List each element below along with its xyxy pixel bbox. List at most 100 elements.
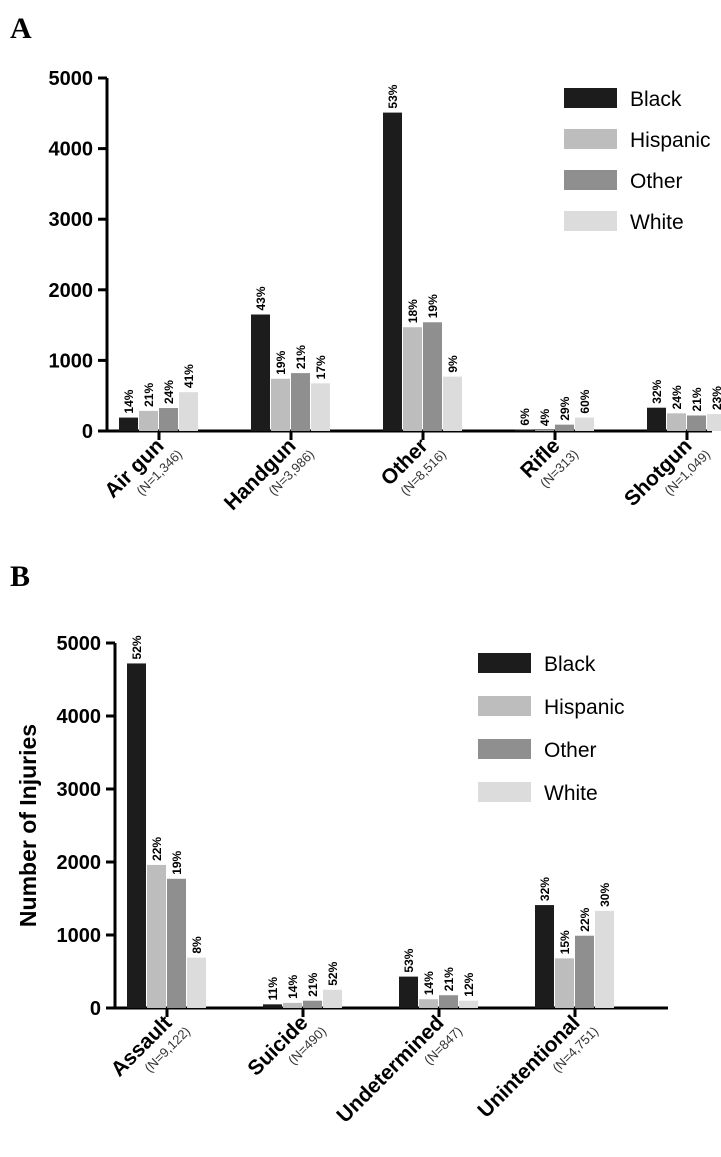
data-label: 4% <box>538 408 552 426</box>
bar-hispanic <box>419 999 438 1008</box>
data-label: 41% <box>182 364 196 388</box>
legend-label: Black <box>544 653 596 676</box>
legend-swatch-hispanic <box>478 696 531 716</box>
data-label: 24% <box>162 380 176 404</box>
legend-label: Other <box>544 739 597 762</box>
data-label: 6% <box>518 408 532 426</box>
bar-other <box>167 878 186 1008</box>
data-label: 21% <box>306 972 320 996</box>
data-label: 29% <box>558 396 572 420</box>
data-label: 53% <box>386 84 400 108</box>
category-label: Undetermined <box>332 1011 448 1127</box>
bar-other <box>575 935 594 1008</box>
data-label: 60% <box>578 389 592 413</box>
y-tick-label: 5000 <box>49 68 94 90</box>
data-label: 14% <box>122 389 136 413</box>
legend-swatch-other <box>564 170 617 190</box>
bar-black <box>383 112 402 432</box>
bar-black <box>263 1004 282 1008</box>
chart-panel-b: 0 1000 2000 3000 4000 5000 Number of Injuries 5… <box>15 633 668 1127</box>
data-label: 12% <box>462 972 476 996</box>
bar-black <box>127 663 146 1008</box>
bar-other <box>159 408 178 431</box>
bar-other <box>439 995 458 1008</box>
bar-white <box>575 417 594 431</box>
panel-letter-b: B <box>10 560 30 593</box>
y-axis-label: Number of Injuries <box>15 724 41 927</box>
y-tick-label: 2000 <box>57 852 102 874</box>
legend-label: White <box>544 782 598 805</box>
data-label: 18% <box>406 299 420 323</box>
legend-label: White <box>630 211 684 234</box>
legend-swatch-white <box>564 211 617 231</box>
data-label: 19% <box>274 350 288 374</box>
legend-swatch-black <box>478 653 531 673</box>
legend-swatch-hispanic <box>564 129 617 149</box>
data-label: 19% <box>170 850 184 874</box>
panel-letter-a: A <box>10 12 32 45</box>
y-tick-label: 1000 <box>57 925 102 947</box>
y-tick-label: 4000 <box>57 706 102 728</box>
bar-black <box>251 314 270 431</box>
legend-label: Hispanic <box>544 696 625 719</box>
data-label: 11% <box>266 977 280 1001</box>
data-label: 21% <box>142 383 156 407</box>
data-label: 14% <box>286 975 300 999</box>
y-tick-label: 2000 <box>49 280 94 302</box>
bar-black <box>515 429 534 431</box>
bar-hispanic <box>667 413 686 431</box>
bar-white <box>707 414 721 431</box>
data-label: 32% <box>650 379 664 403</box>
bar-hispanic <box>535 430 554 431</box>
data-label: 22% <box>150 837 164 861</box>
bar-black <box>399 976 418 1008</box>
data-label: 32% <box>538 877 552 901</box>
bar-white <box>459 1000 478 1008</box>
data-label: 24% <box>670 385 684 409</box>
data-label: 19% <box>426 294 440 318</box>
data-label: 43% <box>254 286 268 310</box>
data-label: 52% <box>130 635 144 659</box>
bar-hispanic <box>147 864 166 1008</box>
data-label: 23% <box>710 386 721 410</box>
bar-hispanic <box>271 378 290 431</box>
legend-label: Black <box>630 88 682 111</box>
bar-black <box>119 417 138 431</box>
bar-white <box>443 376 462 431</box>
data-label: 21% <box>294 345 308 369</box>
data-label: 21% <box>442 967 456 991</box>
data-label: 21% <box>690 387 704 411</box>
data-label: 14% <box>422 971 436 995</box>
data-label: 15% <box>558 930 572 954</box>
legend-label: Hispanic <box>630 129 711 152</box>
bar-white <box>595 910 614 1008</box>
data-label: 53% <box>402 948 416 972</box>
bar-white <box>311 383 330 431</box>
bar-other <box>303 1000 322 1008</box>
data-label: 30% <box>598 883 612 907</box>
legend-swatch-white <box>478 782 531 802</box>
bar-hispanic <box>403 327 422 431</box>
data-label: 17% <box>314 355 328 379</box>
bar-hispanic <box>555 958 574 1008</box>
data-label: 9% <box>446 355 460 373</box>
bar-white <box>187 957 206 1008</box>
y-tick-label: 0 <box>90 998 101 1020</box>
bar-hispanic <box>283 1002 302 1008</box>
y-tick-label: 4000 <box>49 139 94 161</box>
bar-other <box>291 373 310 431</box>
bar-other <box>423 322 442 431</box>
y-tick-label: 5000 <box>57 633 102 655</box>
y-tick-label: 3000 <box>49 209 94 231</box>
bar-black <box>535 905 554 1008</box>
legend-swatch-black <box>564 88 617 108</box>
y-tick-label: 1000 <box>49 350 94 372</box>
bar-white <box>323 989 342 1008</box>
bar-other <box>687 415 706 431</box>
bar-other <box>555 424 574 431</box>
y-tick-label: 3000 <box>57 779 102 801</box>
legend-label: Other <box>630 170 683 193</box>
y-tick-label: 0 <box>82 421 93 443</box>
